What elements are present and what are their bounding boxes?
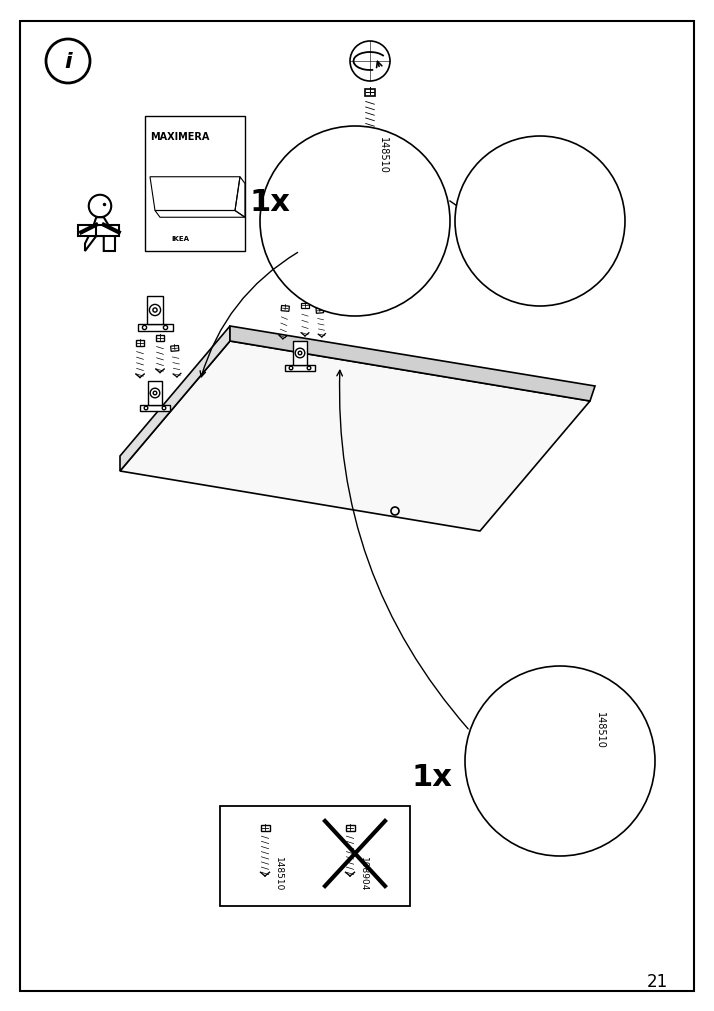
Text: i: i	[64, 52, 72, 72]
Polygon shape	[333, 203, 378, 211]
Polygon shape	[549, 679, 560, 686]
Polygon shape	[148, 381, 162, 405]
Text: 148510: 148510	[378, 136, 388, 174]
Circle shape	[89, 195, 111, 218]
Polygon shape	[78, 225, 119, 237]
Text: 148510: 148510	[595, 712, 605, 748]
Bar	[220, 806, 410, 906]
Polygon shape	[535, 739, 555, 772]
Polygon shape	[521, 214, 539, 245]
Text: 108904: 108904	[358, 856, 368, 891]
Text: 21: 21	[646, 972, 668, 990]
Circle shape	[350, 42, 390, 82]
Polygon shape	[146, 296, 164, 325]
Polygon shape	[156, 336, 164, 342]
Polygon shape	[230, 327, 595, 401]
Polygon shape	[136, 341, 144, 347]
Polygon shape	[511, 245, 549, 252]
Polygon shape	[365, 90, 376, 97]
Polygon shape	[346, 825, 354, 831]
Text: MAXIMERA: MAXIMERA	[151, 132, 210, 143]
Polygon shape	[496, 155, 506, 163]
Text: 1x: 1x	[411, 761, 453, 791]
Polygon shape	[120, 327, 230, 471]
Polygon shape	[293, 342, 307, 366]
Circle shape	[260, 126, 450, 316]
Polygon shape	[301, 303, 309, 308]
Polygon shape	[524, 772, 566, 782]
Polygon shape	[138, 325, 173, 332]
Polygon shape	[171, 346, 179, 352]
Polygon shape	[85, 218, 115, 252]
Polygon shape	[285, 366, 315, 372]
Circle shape	[455, 136, 625, 306]
Circle shape	[465, 666, 655, 856]
Polygon shape	[140, 405, 170, 411]
Polygon shape	[120, 342, 590, 532]
Polygon shape	[539, 155, 550, 163]
Text: 1x: 1x	[250, 187, 291, 216]
Polygon shape	[281, 306, 289, 312]
Bar	[145, 117, 245, 252]
Text: IKEA: IKEA	[171, 236, 189, 242]
Polygon shape	[261, 825, 269, 831]
Polygon shape	[505, 683, 516, 692]
Polygon shape	[344, 167, 366, 203]
Polygon shape	[316, 308, 323, 314]
Text: 148510: 148510	[273, 856, 283, 891]
